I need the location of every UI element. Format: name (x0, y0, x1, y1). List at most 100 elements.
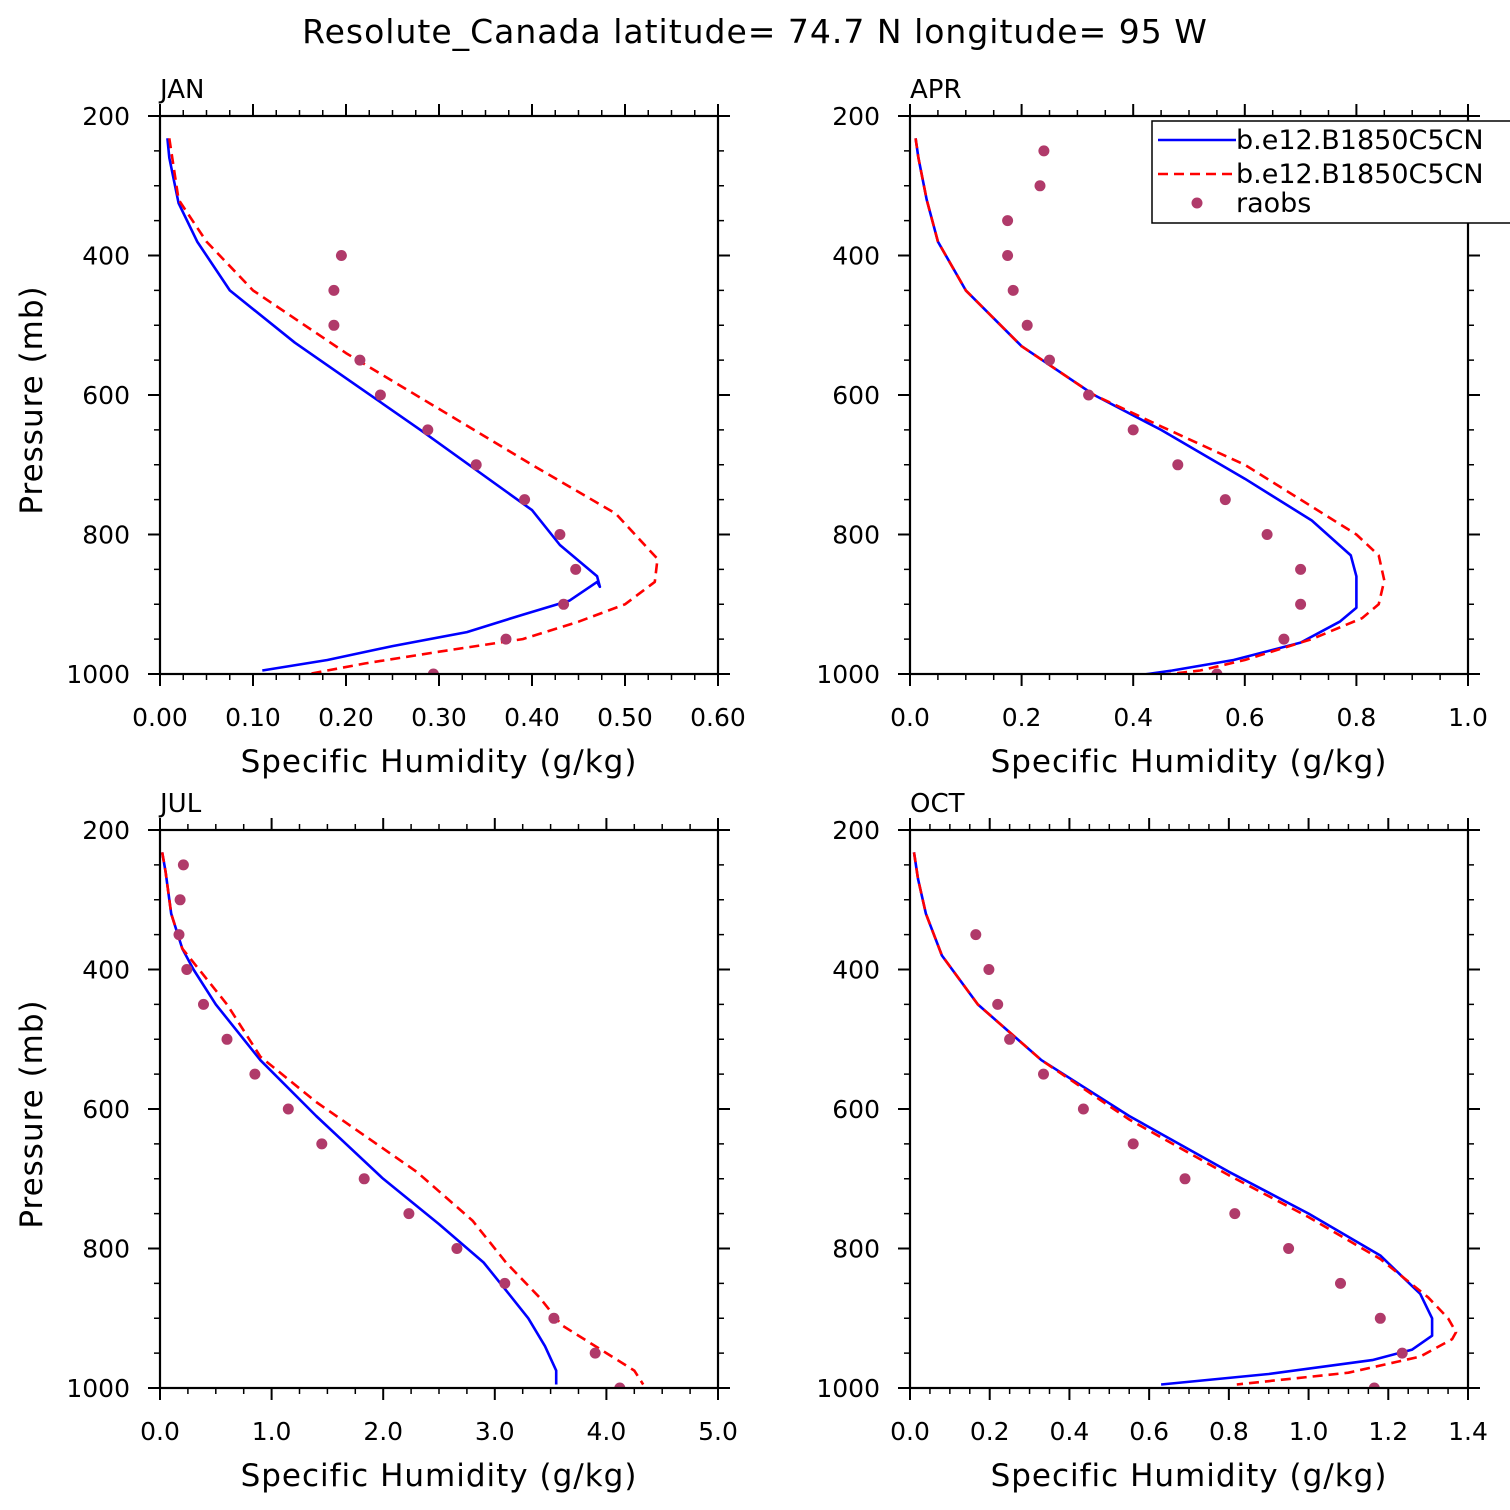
raobs-point (519, 494, 531, 506)
panel-label: OCT (910, 789, 965, 819)
y-tick-label: 400 (832, 242, 880, 271)
raobs-point (983, 964, 995, 975)
panel-jan: 0.00 0.10 0.20 0.30 0.40 0.50 0.60 200 400 600 800… (14, 75, 746, 780)
x-tick-label: 1.2 (1368, 1417, 1408, 1446)
panels: 0.00 0.10 0.20 0.30 0.40 0.50 0.60 200 400 600 800… (14, 75, 1488, 1494)
raobs-point (1278, 633, 1290, 645)
x-tick-label: 0.4 (1050, 1417, 1090, 1446)
plot-area (160, 852, 645, 1388)
x-tick-label: 0.8 (1209, 1417, 1249, 1446)
legend-label-model1: b.e12.B1850C5CN (1236, 125, 1484, 156)
raobs-point (1179, 1173, 1191, 1185)
raobs-point (316, 1138, 328, 1150)
raobs-point (177, 859, 189, 871)
series-line-model2 (168, 138, 659, 674)
x-tick-label: 4.0 (587, 1417, 627, 1446)
raobs-point (173, 929, 185, 941)
y-tick-label: 400 (82, 956, 130, 985)
plot-area (912, 852, 1458, 1388)
y-tick-label: 200 (832, 816, 880, 845)
raobs-point (354, 354, 366, 366)
y-tick-label: 200 (82, 816, 130, 845)
raobs-point (221, 1033, 233, 1045)
y-tick-label: 1000 (816, 660, 880, 689)
x-tick-label: 1.0 (1289, 1417, 1329, 1446)
raobs-point (614, 1382, 626, 1388)
raobs-point (451, 1243, 463, 1254)
raobs-point (1295, 563, 1307, 575)
x-axis-label: Specific Humidity (g/kg) (241, 1458, 638, 1494)
raobs-point (198, 998, 209, 1010)
series-line-model1 (160, 852, 558, 1385)
plot-frame (908, 828, 1470, 1390)
raobs-point (282, 1103, 294, 1115)
raobs-point (554, 529, 566, 540)
y-tick-label: 200 (832, 102, 880, 131)
raobs-point (335, 250, 347, 261)
legend-label-model2: b.e12.B1850C5CN (1236, 159, 1484, 190)
raobs-point (1038, 1068, 1049, 1080)
raobs-point (328, 284, 340, 296)
raobs-point (249, 1068, 261, 1080)
x-tick-label: 0.8 (1337, 703, 1377, 732)
legend-box (1151, 120, 1510, 224)
raobs-point (1002, 250, 1014, 261)
panel-label: JAN (158, 75, 204, 105)
raobs-point (1038, 145, 1050, 157)
y-tick-label: 400 (832, 956, 880, 985)
y-tick-label: 600 (832, 381, 880, 410)
y-axis-label: Pressure (mb) (14, 285, 50, 514)
raobs-point (1007, 284, 1019, 296)
raobs-point (1374, 1312, 1386, 1324)
plot-frame (158, 828, 720, 1390)
raobs-point (374, 389, 386, 401)
raobs-point (1211, 668, 1223, 674)
x-axis-label: Specific Humidity (g/kg) (991, 744, 1388, 780)
x-tick-label: 0.2 (1002, 703, 1042, 732)
x-tick-label: 0.0 (890, 1417, 930, 1446)
x-tick-label: 0.6 (1225, 703, 1265, 732)
raobs-point (1396, 1347, 1408, 1359)
y-tick-label: 800 (82, 521, 130, 550)
series-line-model1 (912, 852, 1434, 1386)
series-line-model2 (160, 852, 645, 1386)
legend-swatch-dot (1191, 197, 1203, 209)
raobs-point (427, 668, 439, 674)
raobs-point (1004, 1033, 1016, 1045)
x-tick-label: 0.6 (1129, 1417, 1169, 1446)
raobs-point (174, 894, 186, 906)
raobs-point (500, 633, 512, 645)
raobs-point (1002, 215, 1014, 227)
raobs-point (328, 319, 340, 331)
raobs-point (470, 459, 482, 471)
x-axis-label: Specific Humidity (g/kg) (241, 744, 638, 780)
raobs-point (1021, 319, 1033, 331)
x-tick-label: 1.0 (1448, 703, 1488, 732)
y-tick-label: 800 (832, 521, 880, 550)
y-tick-label: 1000 (66, 660, 130, 689)
raobs-point (970, 929, 982, 941)
raobs-point (1261, 529, 1273, 540)
x-tick-label: 0.60 (690, 703, 746, 732)
legend: b.e12.B1850C5CN b.e12.B1850C5CN raobs (1151, 120, 1510, 224)
x-tick-label: 0.40 (504, 703, 560, 732)
raobs-point (1368, 1382, 1380, 1388)
x-tick-label: 0.20 (318, 703, 374, 732)
x-tick-label: 0.4 (1113, 703, 1153, 732)
x-axis-label: Specific Humidity (g/kg) (991, 1458, 1388, 1494)
raobs-point (1127, 1138, 1139, 1150)
y-tick-label: 800 (82, 1235, 130, 1264)
panel-label: APR (910, 75, 962, 105)
panel-label: JUL (158, 789, 202, 819)
x-tick-label: 0.0 (890, 703, 930, 732)
plot-area (166, 138, 659, 674)
raobs-point (1127, 424, 1139, 436)
raobs-point (548, 1312, 560, 1324)
x-tick-label: 0.00 (132, 703, 188, 732)
raobs-point (1295, 598, 1307, 610)
raobs-point (992, 998, 1004, 1010)
y-tick-label: 400 (82, 242, 130, 271)
raobs-point (1077, 1103, 1089, 1115)
y-axis-label: Pressure (mb) (14, 999, 50, 1228)
raobs-point (1034, 180, 1046, 192)
